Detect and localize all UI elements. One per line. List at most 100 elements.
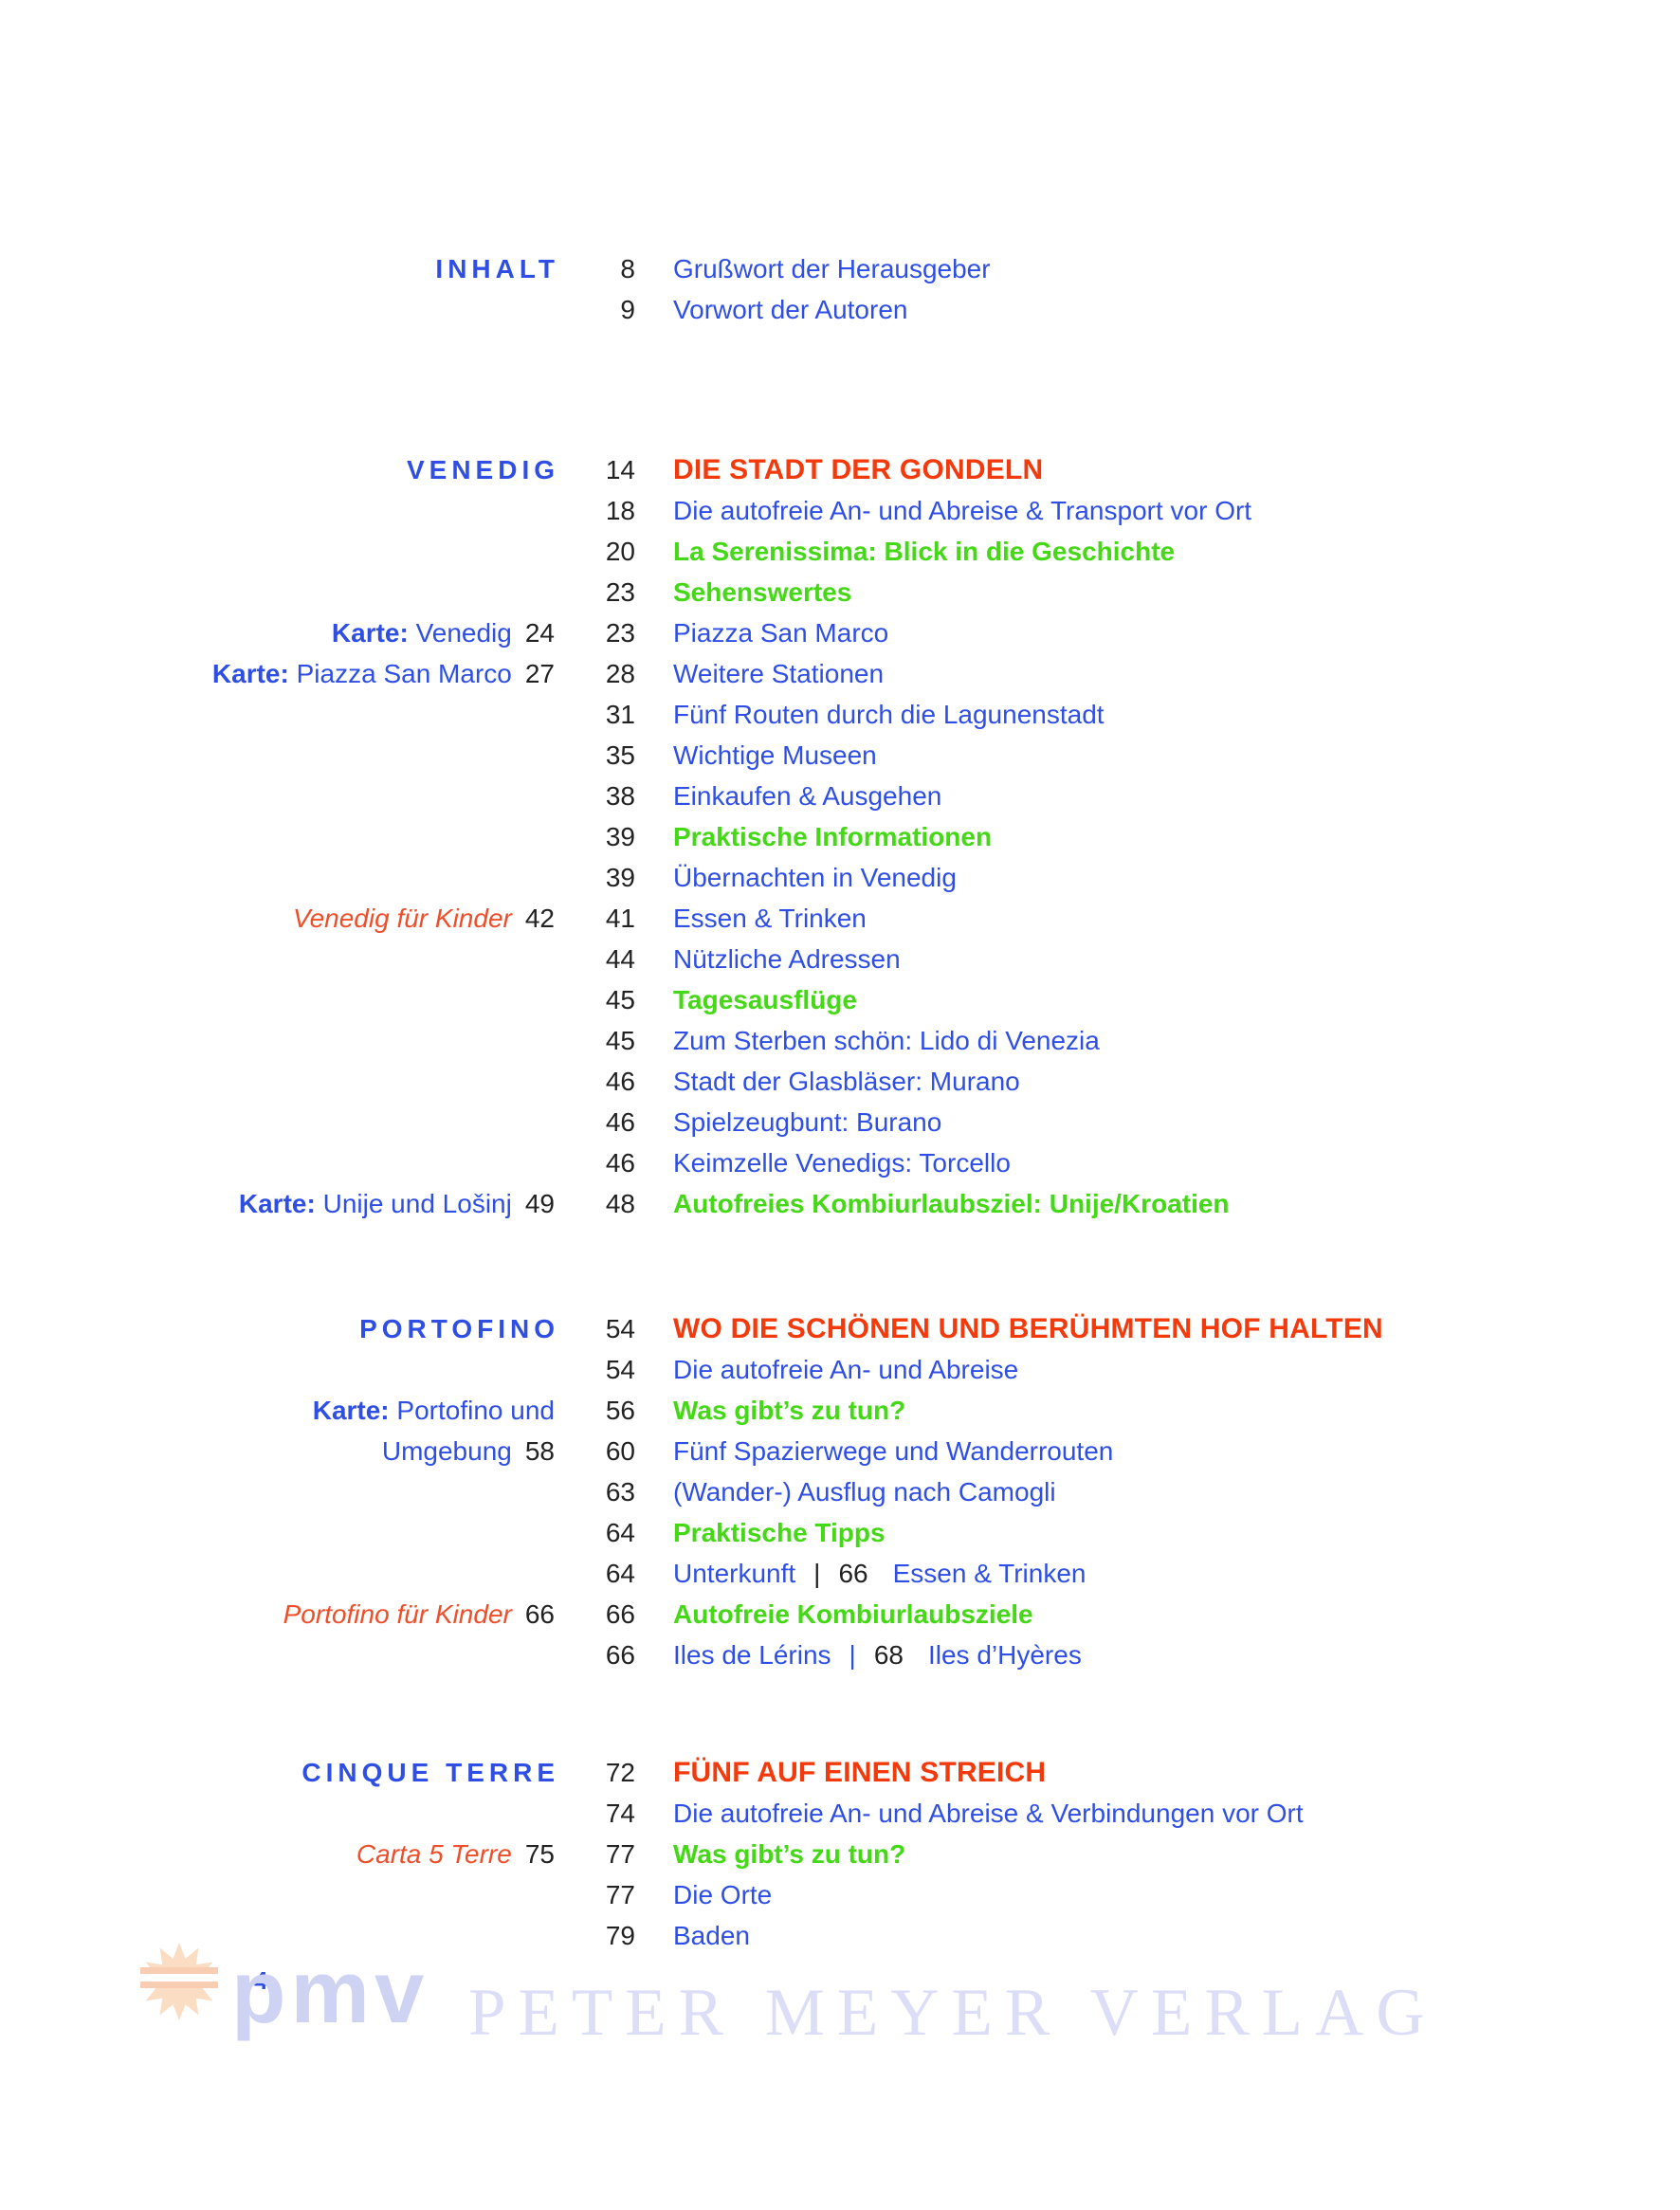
page-ref: 39 — [605, 821, 635, 851]
entry-title: Baden — [673, 1920, 750, 1950]
toc-row: 66 Iles de Lérins | 68 Iles d’Hyères — [0, 1635, 1631, 1675]
map-label: Unije und Lošinj — [322, 1188, 512, 1218]
toc-row: 9 Vorwort der Autoren — [0, 289, 1631, 330]
entry-cell: Die autofreie An- und Abreise & Verbindu… — [635, 1799, 1631, 1829]
page-ref: 8 — [620, 253, 635, 283]
entry-title: Vorwort der Autoren — [673, 294, 908, 324]
left-margin-label: INHALT — [0, 254, 555, 284]
entry-title: Piazza San Marco — [673, 617, 889, 648]
toc-row: 44 Nützliche Adressen — [0, 939, 1631, 979]
entry-title: Essen & Trinken — [673, 903, 867, 933]
page-ref: 41 — [605, 903, 635, 933]
page-ref: 66 — [605, 1639, 635, 1670]
page-ref: 39 — [605, 862, 635, 892]
entry-title: Essen & Trinken — [892, 1558, 1087, 1588]
entry-title: Keimzelle Venedigs: Torcello — [673, 1147, 1011, 1178]
page-ref: 72 — [605, 1757, 635, 1787]
page-ref: 64 — [605, 1558, 635, 1588]
toc-row: Karte: Portofino und 56 Was gibt’s zu tun? — [0, 1390, 1631, 1431]
page-ref: 64 — [605, 1517, 635, 1547]
toc-row: 35 Wichtige Museen — [0, 735, 1631, 776]
toc-row: 46 Keimzelle Venedigs: Torcello — [0, 1142, 1631, 1183]
toc-row: VENEDIG 14 DIE STADT DER GONDELN — [0, 449, 1631, 490]
page-ref: 77 — [605, 1879, 635, 1909]
entry-cell: Baden — [635, 1921, 1631, 1951]
map-page-ref: 58 — [524, 1435, 555, 1466]
toc-row: 46 Spielzeugbunt: Burano — [0, 1102, 1631, 1142]
toc-row: 23 Sehenswertes — [0, 572, 1631, 612]
toc-row: Karte: Venedig 24 23 Piazza San Marco — [0, 612, 1631, 653]
section-title: VENEDIG — [406, 454, 559, 484]
entry-cell: DIE STADT DER GONDELN — [635, 454, 1631, 486]
map-label: Venedig — [415, 617, 512, 648]
toc-row: 46 Stadt der Glasbläser: Murano — [0, 1061, 1631, 1102]
entry-title: Zum Sterben schön: Lido di Venezia — [673, 1025, 1100, 1055]
toc-row: 63 (Wander-) Ausflug nach Camogli — [0, 1471, 1631, 1512]
entry-cell: Praktische Informationen — [635, 822, 1631, 852]
left-margin-label: Carta 5 Terre 75 — [0, 1839, 555, 1870]
entry-title: Grußwort der Herausgeber — [673, 253, 991, 283]
note-page-ref: 42 — [524, 903, 555, 933]
page-ref: 56 — [605, 1395, 635, 1425]
left-margin-label: Venedig für Kinder 42 — [0, 904, 555, 934]
entry-cell: FÜNF AUF EINEN STREICH — [635, 1757, 1631, 1789]
entry-cell: Stadt der Glasbläser: Murano — [635, 1067, 1631, 1097]
toc-row: 31 Fünf Routen durch die Lagunenstadt — [0, 694, 1631, 735]
map-label-prefix: Karte: — [331, 617, 409, 648]
entry-cell: Was gibt’s zu tun? — [635, 1839, 1631, 1870]
entry-cell: Wichtige Museen — [635, 740, 1631, 771]
entry-title: Stadt der Glasbläser: Murano — [673, 1066, 1020, 1096]
page-ref: 23 — [605, 576, 635, 607]
entry-title: Praktische Informationen — [673, 821, 993, 851]
toc-row: 79 Baden — [0, 1915, 1631, 1956]
toc-row: 45 Zum Sterben schön: Lido di Venezia — [0, 1020, 1631, 1061]
entry-cell: WO DIE SCHÖNEN UND BERÜHMTEN HOF HALTEN — [635, 1313, 1631, 1345]
toc-row: 18 Die autofreie An- und Abreise & Transp… — [0, 490, 1631, 531]
kids-note-label: Carta 5 Terre — [356, 1838, 512, 1869]
entry-title: Unterkunft — [673, 1558, 796, 1588]
note-page-ref: 66 — [524, 1598, 555, 1629]
entry-cell: Übernachten in Venedig — [635, 863, 1631, 893]
entry-title: Sehenswertes — [673, 576, 852, 607]
toc-row: 54 Die autofreie An- und Abreise — [0, 1349, 1631, 1390]
entry-cell: Spielzeugbunt: Burano — [635, 1107, 1631, 1138]
page-ref: 28 — [605, 658, 635, 688]
map-label-prefix: Karte: — [238, 1188, 316, 1218]
left-margin-label: Portofino für Kinder 66 — [0, 1599, 555, 1630]
page-ref: 31 — [605, 699, 635, 729]
entry-title: Iles de Lérins — [673, 1639, 831, 1670]
page-ref: 35 — [605, 740, 635, 770]
entry-title: Wichtige Museen — [673, 740, 877, 770]
left-margin-label: Umgebung 58 — [0, 1436, 555, 1467]
entry-separator: | — [849, 1639, 856, 1670]
entry-title: WO DIE SCHÖNEN UND BERÜHMTEN HOF HALTEN — [673, 1312, 1383, 1344]
page-ref: 45 — [605, 1025, 635, 1055]
page-ref: 46 — [605, 1147, 635, 1178]
left-margin-label: VENEDIG — [0, 455, 555, 485]
entry-cell: Nützliche Adressen — [635, 944, 1631, 975]
entry-title: (Wander-) Ausflug nach Camogli — [673, 1476, 1056, 1507]
toc-row: 38 Einkaufen & Ausgehen — [0, 776, 1631, 816]
page-ref: 14 — [605, 454, 635, 484]
entry-title: FÜNF AUF EINEN STREICH — [673, 1756, 1047, 1788]
map-label: Piazza San Marco — [296, 658, 512, 688]
entry-cell: Die autofreie An- und Abreise — [635, 1355, 1631, 1385]
map-page-ref: 27 — [524, 658, 555, 688]
entry-cell: Weitere Stationen — [635, 659, 1631, 689]
entry-cell: Unterkunft | 66 Essen & Trinken — [635, 1559, 1631, 1589]
map-page-ref: 49 — [524, 1188, 555, 1218]
page-ref: 44 — [605, 943, 635, 974]
note-page-ref: 75 — [524, 1838, 555, 1869]
page-ref: 54 — [605, 1313, 635, 1343]
toc-section: VENEDIG 14 DIE STADT DER GONDELN 18 Die auto… — [0, 449, 1631, 1224]
entry-cell: Vorwort der Autoren — [635, 295, 1631, 325]
page-ref: 45 — [605, 984, 635, 1014]
left-margin-label: PORTOFINO — [0, 1314, 555, 1344]
entry-cell: La Serenissima: Blick in die Geschichte — [635, 537, 1631, 567]
toc-row: 77 Die Orte — [0, 1874, 1631, 1915]
map-page-ref: 24 — [524, 617, 555, 648]
entry-title: Autofreies Kombiurlaubsziel: Unije/Kroat… — [673, 1188, 1230, 1218]
map-label-prefix: Karte: — [211, 658, 289, 688]
toc-section: PORTOFINO 54 WO DIE SCHÖNEN UND BERÜHMTEN … — [0, 1308, 1631, 1675]
